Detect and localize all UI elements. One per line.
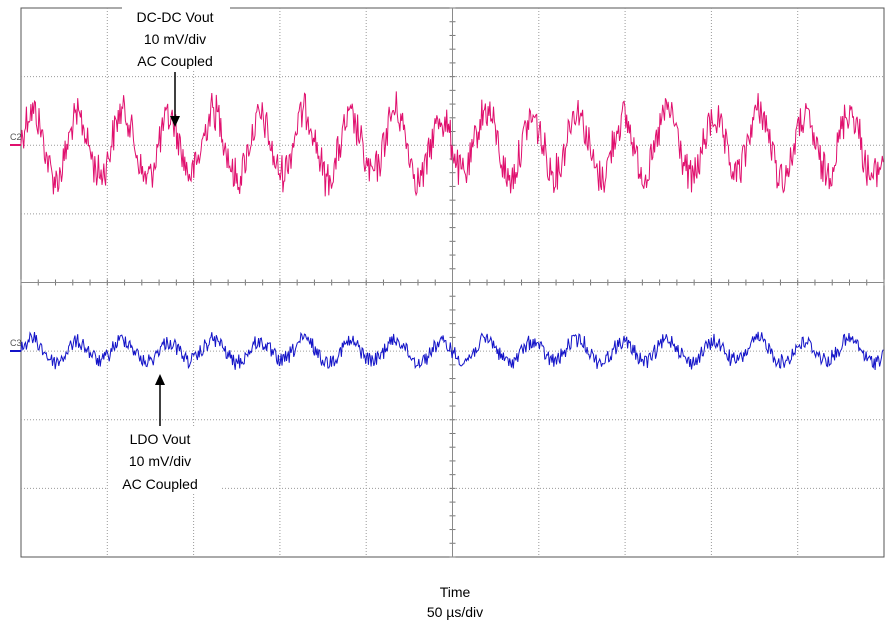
x-axis-label: Time <box>440 584 471 600</box>
dcdc-annotation-line-1: DC-DC Vout <box>136 9 213 25</box>
dcdc-annotation-line-2: 10 mV/div <box>144 31 206 47</box>
ldo-annotation-line-1: LDO Vout <box>130 431 191 447</box>
channel-label-c2: C2 <box>10 132 22 142</box>
ldo-annotation-line-3: AC Coupled <box>122 476 198 492</box>
channel-label-c3: C3 <box>10 338 22 348</box>
x-axis-scale: 50 µs/div <box>427 604 483 620</box>
channel-marker-c2: C2 <box>10 132 22 145</box>
channel-marker-c3: C3 <box>10 338 22 351</box>
dcdc-annotation-line-3: AC Coupled <box>137 53 213 69</box>
ldo-annotation-line-2: 10 mV/div <box>129 453 191 469</box>
